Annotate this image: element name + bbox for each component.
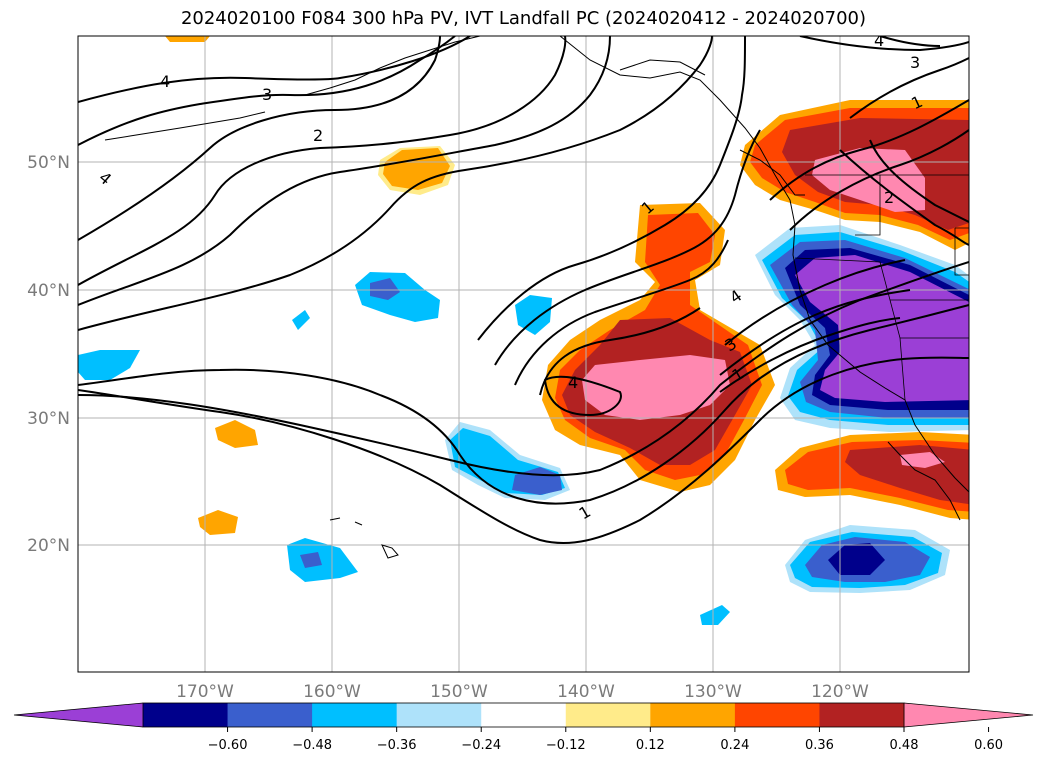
colorbar-tick-label: −0.24	[461, 738, 501, 753]
colorbar-tick-label: 0.48	[890, 738, 919, 753]
pv-contours	[78, 36, 969, 545]
colorbar-extend-max	[904, 703, 1033, 727]
lon-label-130w: 130°W	[684, 682, 742, 702]
map-title: 2024020100 F084 300 hPa PV, IVT Landfall…	[180, 8, 867, 29]
colorbar-cell	[312, 703, 398, 727]
lon-label-160w: 160°W	[303, 682, 361, 702]
colorbar-cell	[143, 703, 229, 727]
colorbar-cell	[481, 703, 567, 727]
contour-label: 2	[884, 188, 894, 207]
contour-label: 4	[568, 373, 578, 392]
map-gridlines	[78, 36, 969, 672]
longitude-labels: 170°W 160°W 150°W 140°W 130°W 120°W	[176, 682, 869, 702]
lon-label-170w: 170°W	[176, 682, 234, 702]
colorbar-cell	[396, 703, 482, 727]
lon-label-150w: 150°W	[430, 682, 488, 702]
colorbar-tick-label: −0.48	[292, 738, 332, 753]
lon-label-140w: 140°W	[557, 682, 615, 702]
lat-label-20n: 20°N	[27, 536, 70, 556]
colorbar-extend-min	[14, 703, 143, 727]
colorbar-cell	[650, 703, 736, 727]
lon-label-120w: 120°W	[811, 682, 869, 702]
map-frame	[77, 35, 970, 673]
colorbar-tick-label: −0.36	[377, 738, 417, 753]
negative-pc-shading	[78, 225, 969, 625]
contour-label: 4	[874, 31, 884, 50]
colorbar-cell	[565, 703, 651, 727]
colorbar-cell	[819, 703, 905, 727]
contour-label: 4	[160, 72, 170, 91]
colorbar-cell	[734, 703, 820, 727]
colorbar-tick-label: 0.12	[636, 738, 665, 753]
lat-label-50n: 50°N	[27, 153, 70, 173]
colorbar-tick-label: 0.60	[974, 738, 1003, 753]
latitude-labels: 50°N 40°N 30°N 20°N	[27, 153, 70, 556]
colorbar-tick-label: 0.24	[720, 738, 749, 753]
map-area: 4 3 2 4 1 4 3 1 4 1 2 1 3 4	[78, 31, 969, 672]
colorbar-cell	[227, 703, 313, 727]
contour-label: 3	[910, 53, 920, 72]
colorbar-tick-label: −0.60	[208, 738, 248, 753]
colorbar-frame	[142, 702, 905, 728]
lat-label-40n: 40°N	[27, 281, 70, 301]
colorbar-tick-label: 0.36	[805, 738, 834, 753]
contour-label: 2	[313, 126, 323, 145]
colorbar-tick-label: −0.12	[546, 738, 586, 753]
colorbar: −0.60 −0.48 −0.36 −0.24 −0.12 0.12 0.24 0.36 0.4…	[13, 702, 1034, 753]
lat-label-30n: 30°N	[27, 409, 70, 429]
contour-label: 3	[262, 85, 272, 104]
